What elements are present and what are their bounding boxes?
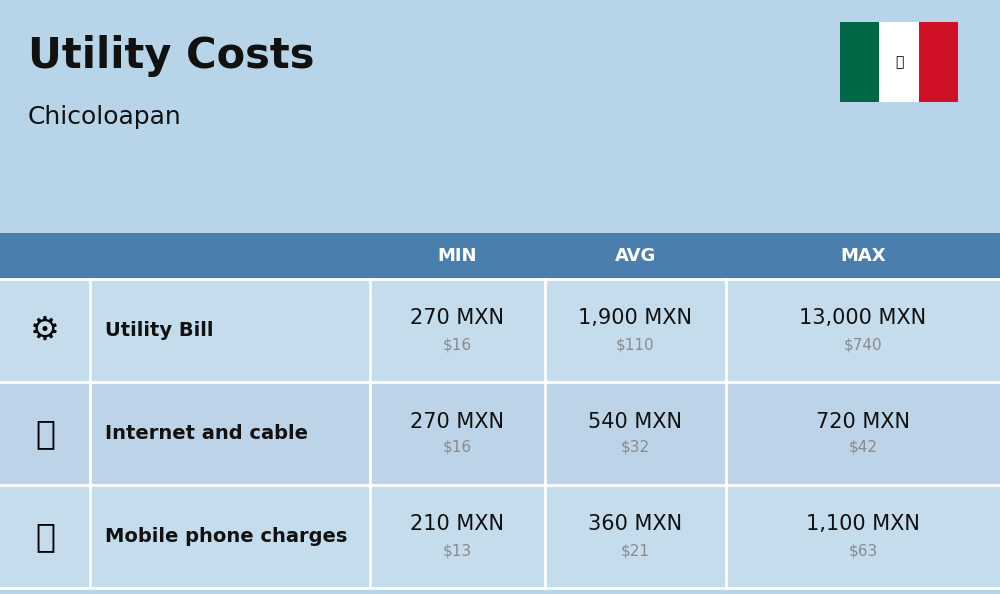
Text: Utility Bill: Utility Bill	[105, 321, 214, 340]
Text: 270 MXN: 270 MXN	[411, 308, 505, 328]
Text: 210 MXN: 210 MXN	[411, 514, 505, 535]
Text: Utility Costs: Utility Costs	[28, 35, 314, 77]
Bar	[0, 279, 1000, 382]
Text: MAX: MAX	[840, 247, 886, 265]
Text: 270 MXN: 270 MXN	[411, 412, 505, 431]
Text: $16: $16	[443, 337, 472, 352]
Text: 1,100 MXN: 1,100 MXN	[806, 514, 920, 535]
Bar	[840, 22, 879, 102]
Text: $13: $13	[443, 543, 472, 558]
Text: Internet and cable: Internet and cable	[105, 424, 308, 443]
Bar	[879, 22, 919, 102]
Text: 📱: 📱	[35, 520, 55, 553]
Text: ⚙️: ⚙️	[30, 314, 60, 347]
Text: AVG: AVG	[615, 247, 656, 265]
Text: 720 MXN: 720 MXN	[816, 412, 910, 431]
Text: Mobile phone charges: Mobile phone charges	[105, 527, 347, 546]
Text: $21: $21	[621, 543, 650, 558]
Bar	[919, 22, 958, 102]
Bar	[0, 485, 1000, 588]
Text: Chicoloapan: Chicoloapan	[28, 105, 182, 129]
Text: MIN: MIN	[438, 247, 477, 265]
Text: $16: $16	[443, 440, 472, 455]
Text: 1,900 MXN: 1,900 MXN	[578, 308, 692, 328]
Text: $32: $32	[621, 440, 650, 455]
Bar	[0, 233, 1000, 279]
Text: $63: $63	[848, 543, 878, 558]
Text: 360 MXN: 360 MXN	[588, 514, 683, 535]
Text: $42: $42	[848, 440, 878, 455]
Text: $740: $740	[844, 337, 882, 352]
Text: 🦅: 🦅	[895, 55, 903, 69]
Text: $110: $110	[616, 337, 655, 352]
Text: 540 MXN: 540 MXN	[588, 412, 682, 431]
Bar	[0, 382, 1000, 485]
Text: 📶: 📶	[35, 417, 55, 450]
Text: 13,000 MXN: 13,000 MXN	[799, 308, 927, 328]
